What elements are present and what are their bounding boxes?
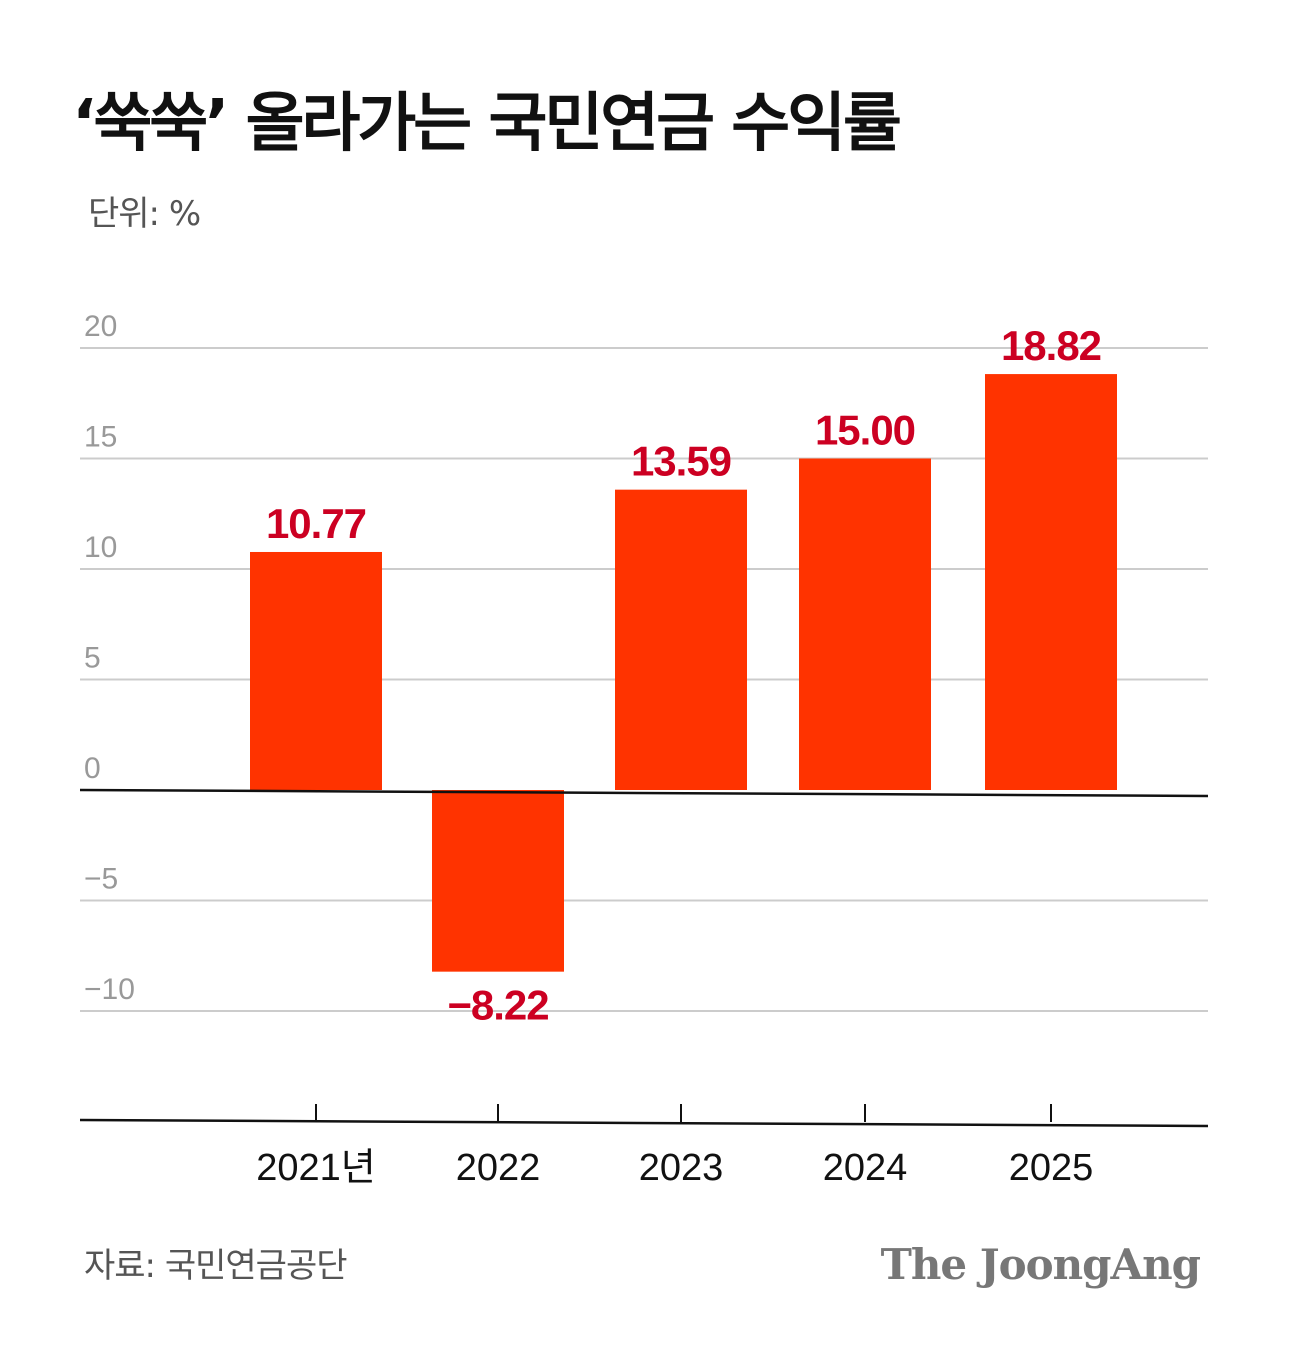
- value-label: 15.00: [815, 407, 915, 454]
- chart-title: ‘쑥쑥’ 올라가는 국민연금 수익률: [72, 87, 902, 161]
- value-labels: 10.77 −8.22 13.59 15.00 18.82: [266, 322, 1102, 1029]
- y-tick-label: 5: [84, 642, 101, 675]
- y-tick-label: −10: [84, 973, 135, 1006]
- y-tick-label: 20: [84, 310, 117, 343]
- y-tick-label: 15: [84, 421, 117, 454]
- unit-label: 단위: %: [88, 194, 201, 234]
- value-label: 18.82: [1001, 322, 1101, 369]
- value-label: 10.77: [266, 500, 366, 547]
- bar-2024: [799, 458, 931, 790]
- y-tick-label: 0: [84, 752, 101, 785]
- x-tick-labels: 2021년 2022 2023 2024 2025: [256, 1104, 1093, 1189]
- x-tick-label: 2023: [639, 1147, 724, 1189]
- bar-2023: [615, 489, 747, 790]
- value-label: 13.59: [631, 438, 731, 485]
- x-tick-label: 2021년: [256, 1147, 376, 1189]
- source-note: 자료: 국민연금공단: [84, 1246, 348, 1286]
- x-tick-label: 2022: [456, 1147, 541, 1189]
- bar-2022: [432, 790, 564, 972]
- bar-2021년: [250, 551, 382, 790]
- value-label: −8.22: [447, 982, 548, 1029]
- bar-2025: [985, 374, 1117, 790]
- y-tick-label: −5: [84, 863, 118, 896]
- y-tick-labels: 20 15 10 5 0 −5 −10: [84, 310, 135, 1006]
- x-tick-label: 2024: [823, 1147, 908, 1189]
- zero-line: [79, 788, 1209, 798]
- x-axis-line: [79, 1118, 1209, 1128]
- publisher-logo: The JoongAng: [880, 1240, 1201, 1289]
- x-tick-label: 2025: [1009, 1147, 1094, 1189]
- bars: [250, 374, 1117, 972]
- y-tick-label: 10: [84, 531, 117, 564]
- axes: [79, 788, 1209, 1128]
